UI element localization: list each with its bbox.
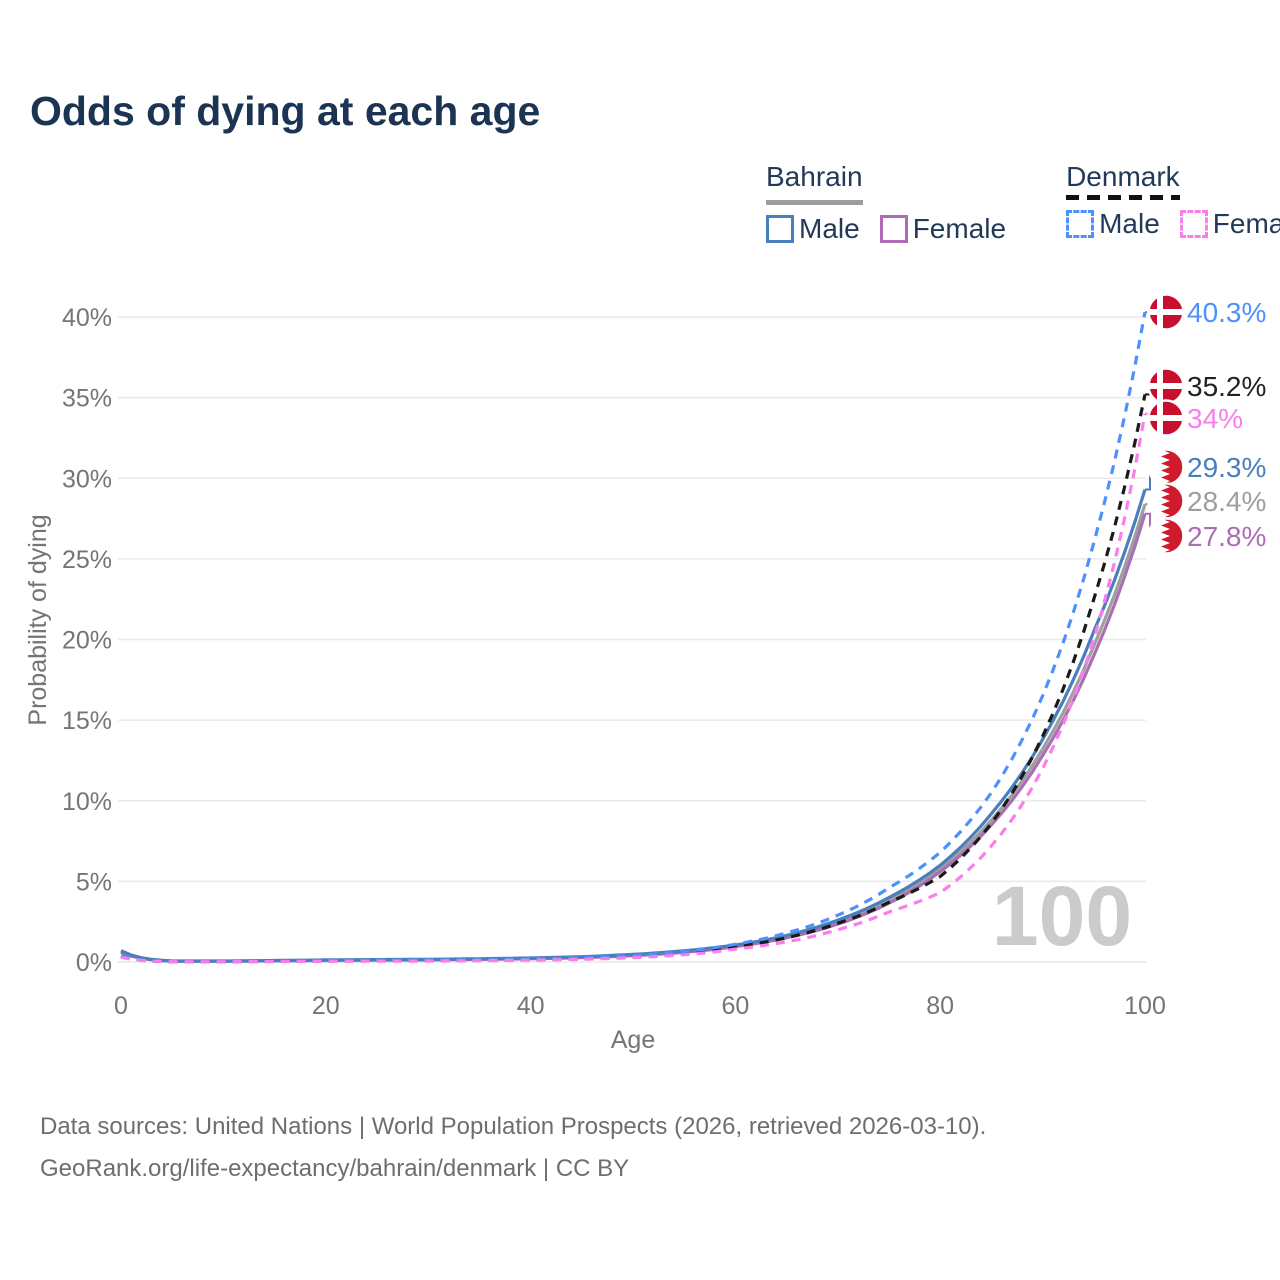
y-tick-label: 5% bbox=[76, 868, 112, 896]
data-sources-text: Data sources: United Nations | World Pop… bbox=[40, 1113, 987, 1140]
footer: Data sources: United Nations | World Pop… bbox=[40, 1106, 986, 1190]
x-tick-label: 100 bbox=[1124, 992, 1166, 1020]
y-tick-label: 25% bbox=[62, 546, 112, 574]
denmark-flag-icon bbox=[1148, 294, 1184, 330]
end-value-label: 29.3% bbox=[1187, 452, 1266, 483]
bahrain-flag-icon bbox=[1148, 449, 1184, 485]
bahrain-male-swatch-icon bbox=[766, 215, 794, 243]
legend-items-denmark: Male Female bbox=[1066, 208, 1280, 240]
legend-item-bahrain-female: Female bbox=[879, 213, 1007, 245]
y-tick-label: 30% bbox=[62, 465, 112, 493]
legend-item-bahrain-male: Male bbox=[766, 213, 860, 245]
legend-country-denmark: Denmark bbox=[1066, 161, 1180, 200]
flag-ring bbox=[1147, 399, 1185, 437]
y-tick-label: 15% bbox=[62, 707, 112, 735]
series-line-denmark-male bbox=[120, 311, 1147, 964]
denmark-flag-icon bbox=[1148, 368, 1184, 404]
end-value-label: 27.8% bbox=[1187, 521, 1266, 552]
flag-ring bbox=[1147, 293, 1185, 331]
age-watermark: 100 bbox=[992, 869, 1132, 963]
denmark-male-swatch-icon bbox=[1066, 210, 1095, 238]
leader-line bbox=[1145, 412, 1153, 419]
legend-label: Male bbox=[1099, 208, 1160, 239]
source-url-text: GeoRank.org/life-expectancy/bahrain/denm… bbox=[40, 1155, 630, 1182]
end-value-label: 34% bbox=[1187, 403, 1243, 434]
y-tick-label: 10% bbox=[62, 788, 112, 816]
bahrain-female-swatch-icon bbox=[879, 215, 908, 243]
end-value-label: 35.2% bbox=[1187, 371, 1266, 402]
x-tick-label: 80 bbox=[926, 992, 954, 1020]
legend: Bahrain Male Female Denmark Male bbox=[766, 161, 1280, 245]
legend-group-bahrain: Bahrain Male Female bbox=[766, 161, 1006, 245]
y-tick-label: 0% bbox=[76, 949, 112, 977]
y-tick-label: 40% bbox=[62, 304, 112, 332]
y-axis-title: Probability of dying bbox=[24, 514, 52, 725]
x-tick-label: 40 bbox=[517, 992, 545, 1020]
bahrain-flag-icon bbox=[1148, 483, 1184, 519]
legend-items-bahrain: Male Female bbox=[766, 213, 1006, 245]
x-tick-label: 60 bbox=[721, 992, 749, 1020]
legend-label: Female bbox=[1212, 208, 1280, 239]
legend-country-bahrain: Bahrain bbox=[766, 161, 863, 205]
page-title: Odds of dying at each age bbox=[30, 88, 541, 134]
x-tick-label: 0 bbox=[114, 992, 128, 1020]
x-tick-label: 20 bbox=[312, 992, 340, 1020]
end-value-label: 40.3% bbox=[1187, 297, 1266, 328]
x-axis-title: Age bbox=[611, 1026, 655, 1054]
end-value-label: 28.4% bbox=[1187, 486, 1266, 517]
y-tick-label: 20% bbox=[62, 627, 112, 655]
bahrain-flag-icon bbox=[1148, 518, 1184, 554]
legend-item-denmark-female: Female bbox=[1179, 208, 1280, 240]
flag-ring bbox=[1147, 517, 1185, 555]
denmark-female-swatch-icon bbox=[1179, 210, 1208, 238]
legend-label: Female bbox=[912, 213, 1007, 244]
y-tick-label: 35% bbox=[62, 385, 112, 413]
series-line-denmark-female bbox=[120, 413, 1147, 964]
legend-item-denmark-male: Male bbox=[1066, 208, 1160, 240]
legend-label: Male bbox=[799, 213, 860, 244]
legend-group-denmark: Denmark Male Female bbox=[1066, 161, 1280, 245]
denmark-flag-icon bbox=[1148, 400, 1184, 436]
